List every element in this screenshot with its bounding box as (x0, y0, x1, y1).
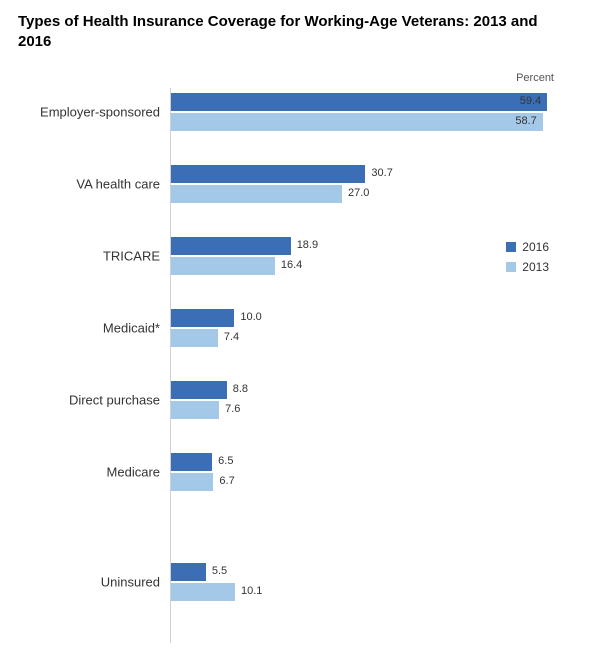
category-label: Uninsured (0, 575, 160, 590)
legend-swatch-2013 (506, 262, 516, 272)
category-row: Direct purchase 8.8 7.6 (0, 378, 589, 422)
bar-2013: 16.4 (171, 257, 275, 275)
bar-value: 10.0 (234, 311, 261, 323)
bar-value: 10.1 (235, 585, 262, 597)
bar-2016: 30.7 (171, 165, 365, 183)
category-row: Medicaid* 10.0 7.4 (0, 306, 589, 350)
bar-2013: 6.7 (171, 473, 213, 491)
category-label: VA health care (0, 177, 160, 192)
bar-value: 7.4 (218, 331, 239, 343)
bar-value: 6.5 (212, 455, 233, 467)
category-row: VA health care 30.7 27.0 (0, 162, 589, 206)
chart-area: Percent Employer-sponsored 59.4 58.7 VA hea… (0, 70, 589, 650)
bar-2016: 6.5 (171, 453, 212, 471)
bar-value: 18.9 (291, 239, 318, 251)
legend-item-2013: 2013 (506, 260, 549, 274)
category-row: Employer-sponsored 59.4 58.7 (0, 90, 589, 134)
category-label: Medicare (0, 465, 160, 480)
chart-title: Types of Health Insurance Coverage for W… (0, 0, 589, 57)
legend-label-2013: 2013 (522, 260, 549, 274)
legend-label-2016: 2016 (522, 240, 549, 254)
legend-swatch-2016 (506, 242, 516, 252)
bar-value: 30.7 (365, 167, 392, 179)
axis-label-percent: Percent (516, 72, 554, 84)
bar-value: 5.5 (206, 565, 227, 577)
category-row: Uninsured 5.5 10.1 (0, 560, 589, 604)
legend: 2016 2013 (506, 240, 549, 280)
bar-2016: 8.8 (171, 381, 227, 399)
category-label: Employer-sponsored (0, 105, 160, 120)
category-label: Medicaid* (0, 321, 160, 336)
bar-2013: 58.7 (171, 113, 543, 131)
legend-item-2016: 2016 (506, 240, 549, 254)
category-row: TRICARE 18.9 16.4 (0, 234, 589, 278)
bar-2016: 5.5 (171, 563, 206, 581)
bar-value: 58.7 (515, 115, 536, 127)
bar-2013: 10.1 (171, 583, 235, 601)
bar-value: 6.7 (213, 475, 234, 487)
bar-2016: 59.4 (171, 93, 547, 111)
bar-value: 27.0 (342, 187, 369, 199)
bar-value: 59.4 (520, 95, 541, 107)
bar-2013: 7.6 (171, 401, 219, 419)
category-row: Medicare6.56.7 (0, 450, 589, 494)
bar-value: 16.4 (275, 259, 302, 271)
bar-2016: 18.9 (171, 237, 291, 255)
bar-value: 7.6 (219, 403, 240, 415)
bar-2013: 7.4 (171, 329, 218, 347)
bar-2016: 10.0 (171, 309, 234, 327)
category-label: Direct purchase (0, 393, 160, 408)
category-label: TRICARE (0, 249, 160, 264)
bar-2013: 27.0 (171, 185, 342, 203)
bar-value: 8.8 (227, 383, 248, 395)
